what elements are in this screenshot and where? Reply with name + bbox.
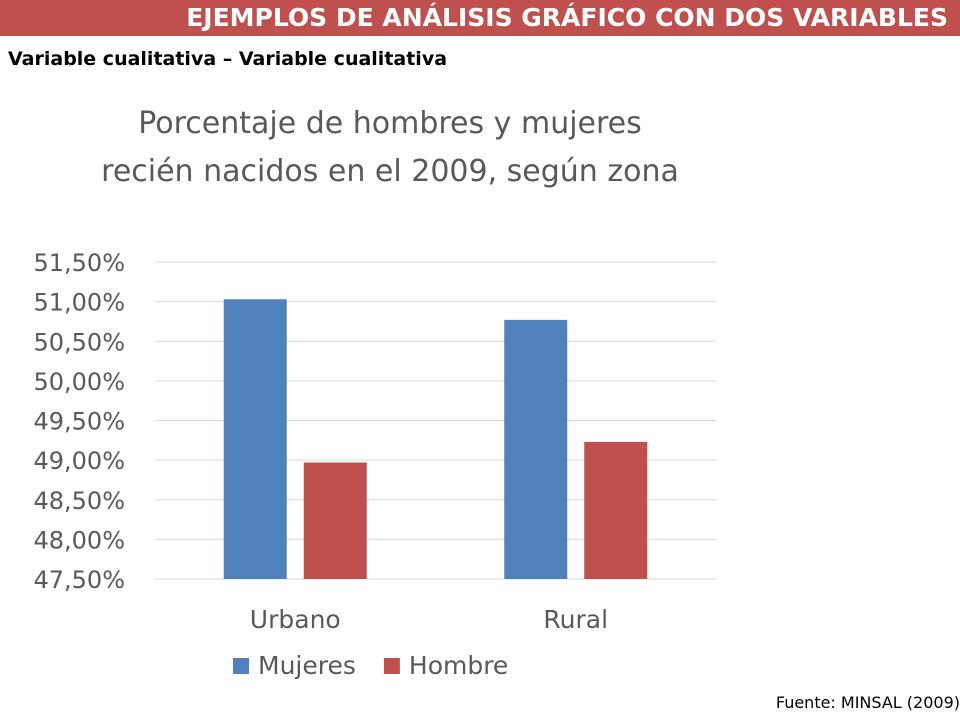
bar-hombre-urbano bbox=[303, 462, 367, 579]
legend-label-hombre: Hombre bbox=[409, 651, 508, 680]
y-tick-label: 49,00% bbox=[33, 447, 125, 475]
bar-hombre-rural bbox=[584, 441, 648, 579]
y-tick-label: 47,50% bbox=[33, 566, 125, 594]
bar-mujeres-urbano bbox=[223, 299, 287, 579]
bar-mujeres-rural bbox=[504, 319, 568, 579]
y-tick-label: 50,50% bbox=[33, 328, 125, 356]
y-tick-label: 48,50% bbox=[33, 487, 125, 515]
y-tick-label: 51,50% bbox=[33, 249, 125, 277]
x-tick-label: Rural bbox=[543, 605, 608, 634]
x-tick-label: Urbano bbox=[250, 605, 341, 634]
title-banner: EJEMPLOS DE ANÁLISIS GRÁFICO CON DOS VAR… bbox=[0, 0, 960, 36]
y-tick-label: 51,00% bbox=[33, 289, 125, 317]
page-subtitle: Variable cualitativa – Variable cualitat… bbox=[8, 48, 448, 70]
legend-swatch-mujeres bbox=[233, 658, 249, 674]
legend-swatch-hombre bbox=[383, 658, 400, 674]
y-tick-label: 50,00% bbox=[33, 368, 125, 396]
legend-label-mujeres: Mujeres bbox=[258, 651, 356, 680]
source-note: Fuente: MINSAL (2009) bbox=[775, 693, 960, 712]
chart-title: Porcentaje de hombres y mujeres recién n… bbox=[101, 106, 679, 189]
y-tick-label: 48,00% bbox=[33, 526, 125, 554]
page-title: EJEMPLOS DE ANÁLISIS GRÁFICO CON DOS VAR… bbox=[186, 3, 948, 32]
y-tick-label: 49,50% bbox=[33, 408, 125, 436]
